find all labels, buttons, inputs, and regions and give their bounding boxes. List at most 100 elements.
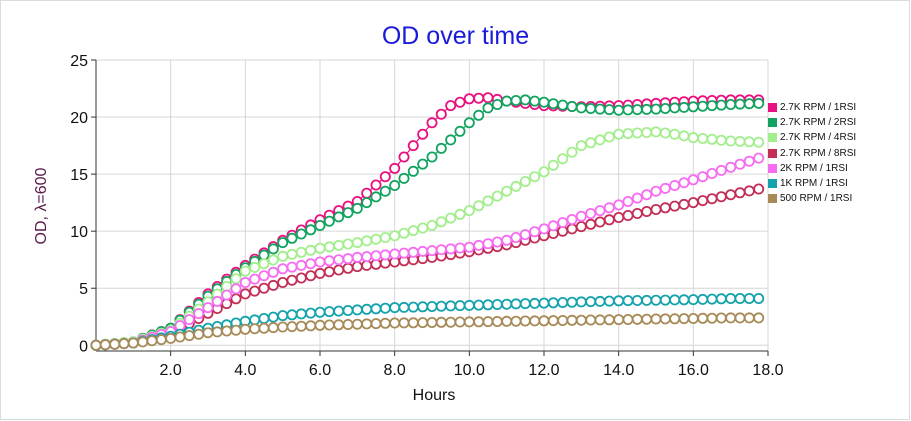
- data-point: [669, 102, 681, 114]
- data-point: [417, 222, 429, 234]
- data-point: [463, 205, 475, 217]
- data-point: [333, 264, 345, 276]
- data-point: [454, 316, 466, 328]
- data-point: [183, 314, 195, 326]
- data-point: [725, 312, 737, 324]
- legend-swatch: [768, 194, 777, 204]
- data-point: [333, 239, 345, 251]
- data-point: [529, 171, 541, 183]
- data-point: [734, 98, 746, 110]
- data-point: [753, 312, 765, 324]
- data-point: [389, 317, 401, 329]
- data-point: [650, 185, 662, 197]
- data-point: [435, 300, 447, 312]
- data-point: [594, 205, 606, 217]
- legend-swatch: [768, 148, 777, 158]
- data-point: [361, 318, 373, 330]
- data-point: [370, 179, 382, 191]
- data-point: [370, 303, 382, 315]
- data-point: [743, 185, 755, 197]
- data-point: [314, 242, 326, 254]
- data-point: [379, 302, 391, 314]
- data-point: [491, 298, 503, 310]
- legend-item: 2.7K RPM / 1RSI: [768, 100, 856, 115]
- data-point: [454, 242, 466, 254]
- data-point: [678, 198, 690, 210]
- data-point: [725, 99, 737, 111]
- data-point: [109, 338, 121, 350]
- data-point: [501, 315, 513, 327]
- data-point: [286, 232, 298, 244]
- data-point: [519, 298, 531, 310]
- legend-swatch: [768, 133, 777, 143]
- data-point: [547, 220, 559, 232]
- x-tick-label: 16.0: [678, 362, 709, 379]
- data-point: [510, 298, 522, 310]
- y-tick-label: 5: [79, 281, 88, 298]
- data-point: [398, 172, 410, 184]
- legend-item: 2.7K RPM / 4RSI: [768, 130, 856, 145]
- data-point: [687, 174, 699, 186]
- data-point: [314, 256, 326, 268]
- data-point: [697, 312, 709, 324]
- data-point: [706, 312, 718, 324]
- data-point: [454, 208, 466, 220]
- data-point: [454, 125, 466, 137]
- data-point: [454, 300, 466, 312]
- legend-label: 500 RPM / 1RSI: [780, 193, 853, 205]
- data-point: [482, 102, 494, 114]
- data-point: [202, 327, 214, 339]
- data-point: [351, 261, 363, 273]
- data-point: [183, 330, 195, 342]
- data-point: [678, 294, 690, 306]
- data-point: [706, 193, 718, 205]
- data-point: [491, 236, 503, 248]
- data-point: [361, 259, 373, 271]
- data-point: [491, 190, 503, 202]
- legend: 2.7K RPM / 1RSI 2.7K RPM / 2RSI 2.7K RPM /…: [768, 100, 856, 206]
- data-point: [519, 229, 531, 241]
- data-point: [622, 195, 634, 207]
- data-point: [99, 339, 111, 351]
- data-point: [631, 192, 643, 204]
- data-point: [585, 218, 597, 230]
- data-point: [221, 289, 233, 301]
- data-point: [538, 166, 550, 178]
- data-point: [305, 307, 317, 319]
- data-point: [697, 100, 709, 112]
- data-point: [305, 270, 317, 282]
- data-marks: [90, 92, 765, 351]
- data-point: [277, 276, 289, 288]
- data-point: [613, 314, 625, 326]
- data-point: [603, 131, 615, 143]
- data-point: [650, 294, 662, 306]
- data-point: [575, 140, 587, 152]
- data-point: [575, 102, 587, 114]
- data-point: [687, 132, 699, 144]
- data-point: [407, 301, 419, 313]
- data-point: [659, 127, 671, 139]
- data-point: [547, 297, 559, 309]
- data-point: [547, 315, 559, 327]
- data-point: [482, 316, 494, 328]
- data-point: [613, 128, 625, 140]
- data-point: [314, 267, 326, 279]
- data-point: [398, 317, 410, 329]
- series-5: [90, 292, 765, 351]
- data-point: [575, 221, 587, 233]
- data-point: [286, 321, 298, 333]
- data-point: [650, 203, 662, 215]
- data-point: [342, 318, 354, 330]
- data-point: [678, 313, 690, 325]
- data-point: [407, 165, 419, 177]
- data-point: [575, 314, 587, 326]
- data-point: [706, 133, 718, 145]
- data-point: [267, 243, 279, 255]
- data-point: [734, 292, 746, 304]
- data-point: [165, 332, 177, 344]
- data-point: [566, 314, 578, 326]
- data-point: [585, 137, 597, 149]
- data-point: [267, 254, 279, 266]
- data-point: [286, 248, 298, 260]
